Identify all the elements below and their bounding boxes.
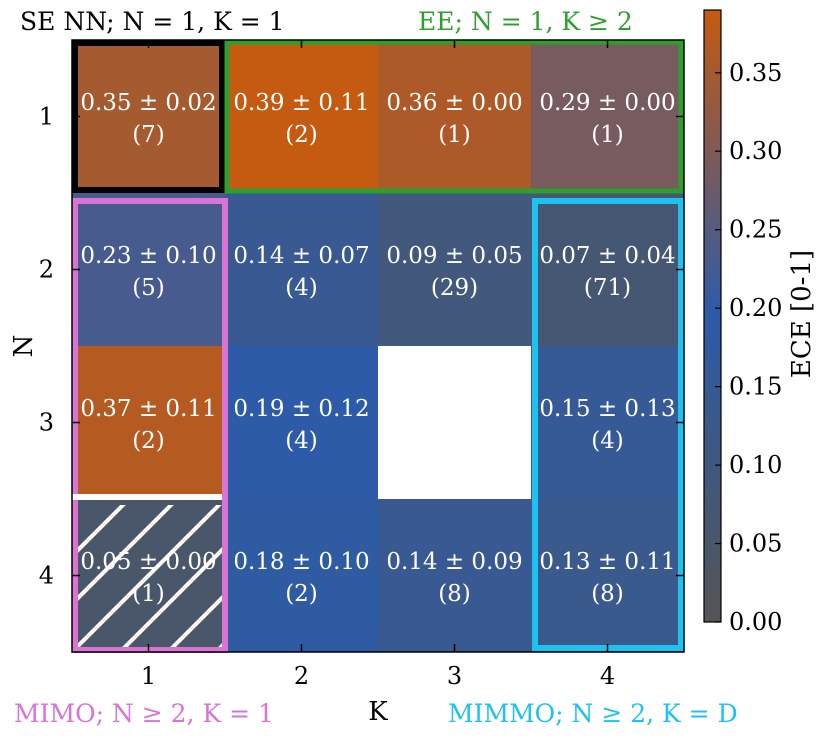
- heatmap-cell: [531, 499, 684, 652]
- colorbar: 0.00 0.05 0.10 0.15 0.20 0.25 0.30 0.35 ECE [0-1…: [703, 9, 817, 636]
- hatch-line: [72, 505, 174, 607]
- colorbar-tick-label: 0.25: [729, 216, 782, 244]
- colorbar-tick-label: 0.05: [729, 530, 782, 558]
- cell-labels: 0.35 ± 0.02 (7) 0.39 ± 0.11 (2) 0.36 ± 0.00 (…: [80, 90, 675, 607]
- mimo-outline: [72, 198, 228, 653]
- hatch-pattern: [72, 505, 225, 652]
- hatch-line: [166, 592, 225, 652]
- colorbar-tick-label: 0.15: [729, 373, 782, 401]
- cell-count-label: (5): [132, 275, 165, 301]
- heatmap-cell: [225, 40, 378, 193]
- cell-value-label: 0.05 ± 0.00: [80, 549, 216, 575]
- cell-count-label: (2): [132, 428, 165, 454]
- x-tick-label: 4: [600, 662, 615, 690]
- cell-value-label: 0.14 ± 0.09: [386, 549, 522, 575]
- cell-count-label: (7): [132, 122, 165, 148]
- cell-count-label: (29): [431, 275, 478, 301]
- heatmap-cell: [531, 40, 684, 193]
- hatch-line: [72, 505, 222, 652]
- heatmap-cell: [72, 193, 225, 346]
- cell-value-label: 0.18 ± 0.10: [233, 549, 369, 575]
- x-tick-label: 1: [141, 662, 156, 690]
- cell-value-label: 0.23 ± 0.10: [80, 243, 216, 269]
- cell-count-label: (8): [438, 581, 471, 607]
- cell-value-label: 0.15 ± 0.13: [539, 396, 675, 422]
- cell-count-label: (4): [285, 275, 318, 301]
- colorbar-tick-label: 0.10: [729, 451, 782, 479]
- x-tick-label: 3: [447, 662, 462, 690]
- cell-value-label: 0.35 ± 0.02: [80, 90, 216, 116]
- region-label-mimo: MIMO; N ≥ 2, K = 1: [14, 699, 274, 728]
- cell-count-label: (4): [285, 428, 318, 454]
- region-label-se-nn: SE NN; N = 1, K = 1: [20, 7, 285, 36]
- heatmap-cell: [225, 193, 378, 346]
- y-tick-label: 1: [39, 103, 54, 131]
- colorbar-tick-label: 0.20: [729, 294, 782, 322]
- hatch-line: [72, 505, 126, 559]
- heatmap-cell: [531, 346, 684, 499]
- heatmap-cell: [72, 40, 225, 193]
- cell-value-label: 0.36 ± 0.00: [386, 90, 522, 116]
- heatmap-cell: [378, 40, 531, 193]
- region-labels: SE NN; N = 1, K = 1 EE; N = 1, K ≥ 2 MIMO;…: [14, 7, 738, 728]
- cell-value-label: 0.37 ± 0.11: [80, 396, 216, 422]
- heatmap-cell: [531, 193, 684, 346]
- heatmap-cell: [225, 346, 378, 499]
- cell-count-label: (4): [591, 428, 624, 454]
- cell-value-label: 0.07 ± 0.04: [539, 243, 675, 269]
- x-tick-label: 2: [294, 662, 309, 690]
- plot-frame: [71, 39, 685, 653]
- region-label-ee: EE; N = 1, K ≥ 2: [418, 7, 633, 36]
- colorbar-label: ECE [0-1]: [787, 250, 817, 378]
- y-tick-label: 4: [39, 562, 54, 590]
- colorbar-gradient: [703, 9, 722, 623]
- heatmap-cell: [225, 499, 378, 652]
- heatmap-cells: [72, 40, 684, 652]
- cell-value-label: 0.19 ± 0.12: [233, 396, 369, 422]
- x-axis-label: K: [368, 697, 388, 727]
- cell-count-label: (1): [438, 122, 471, 148]
- cell-count-label: (71): [584, 275, 631, 301]
- cell-value-label: 0.29 ± 0.00: [539, 90, 675, 116]
- y-axis-label: N: [9, 335, 39, 358]
- cell-value-label: 0.39 ± 0.11: [233, 90, 369, 116]
- cell-count-label: (2): [285, 581, 318, 607]
- cell-count-label: (2): [285, 122, 318, 148]
- region-label-mimmo: MIMMO; N ≥ 2, K = D: [448, 699, 738, 728]
- colorbar-tick-label: 0.00: [729, 608, 782, 636]
- cell-value-label: 0.09 ± 0.05: [386, 243, 522, 269]
- cell-value-label: 0.14 ± 0.07: [233, 243, 369, 269]
- heatmap-cell: [378, 499, 531, 652]
- y-tick-label: 2: [39, 256, 54, 284]
- hatch-line: [118, 544, 225, 652]
- colorbar-tick-label: 0.35: [729, 59, 782, 87]
- colorbar-tick-label: 0.30: [729, 137, 782, 165]
- cell-count-label: (1): [132, 581, 165, 607]
- cell-count-label: (8): [591, 581, 624, 607]
- cell-count-label: (1): [591, 122, 624, 148]
- axes: 1 2 3 4 1 2 3 4 K N: [9, 39, 685, 727]
- heatmap-cell: [72, 346, 225, 499]
- y-tick-label: 3: [39, 409, 54, 437]
- cell-value-label: 0.13 ± 0.11: [539, 549, 675, 575]
- heatmap-cell: [378, 193, 531, 346]
